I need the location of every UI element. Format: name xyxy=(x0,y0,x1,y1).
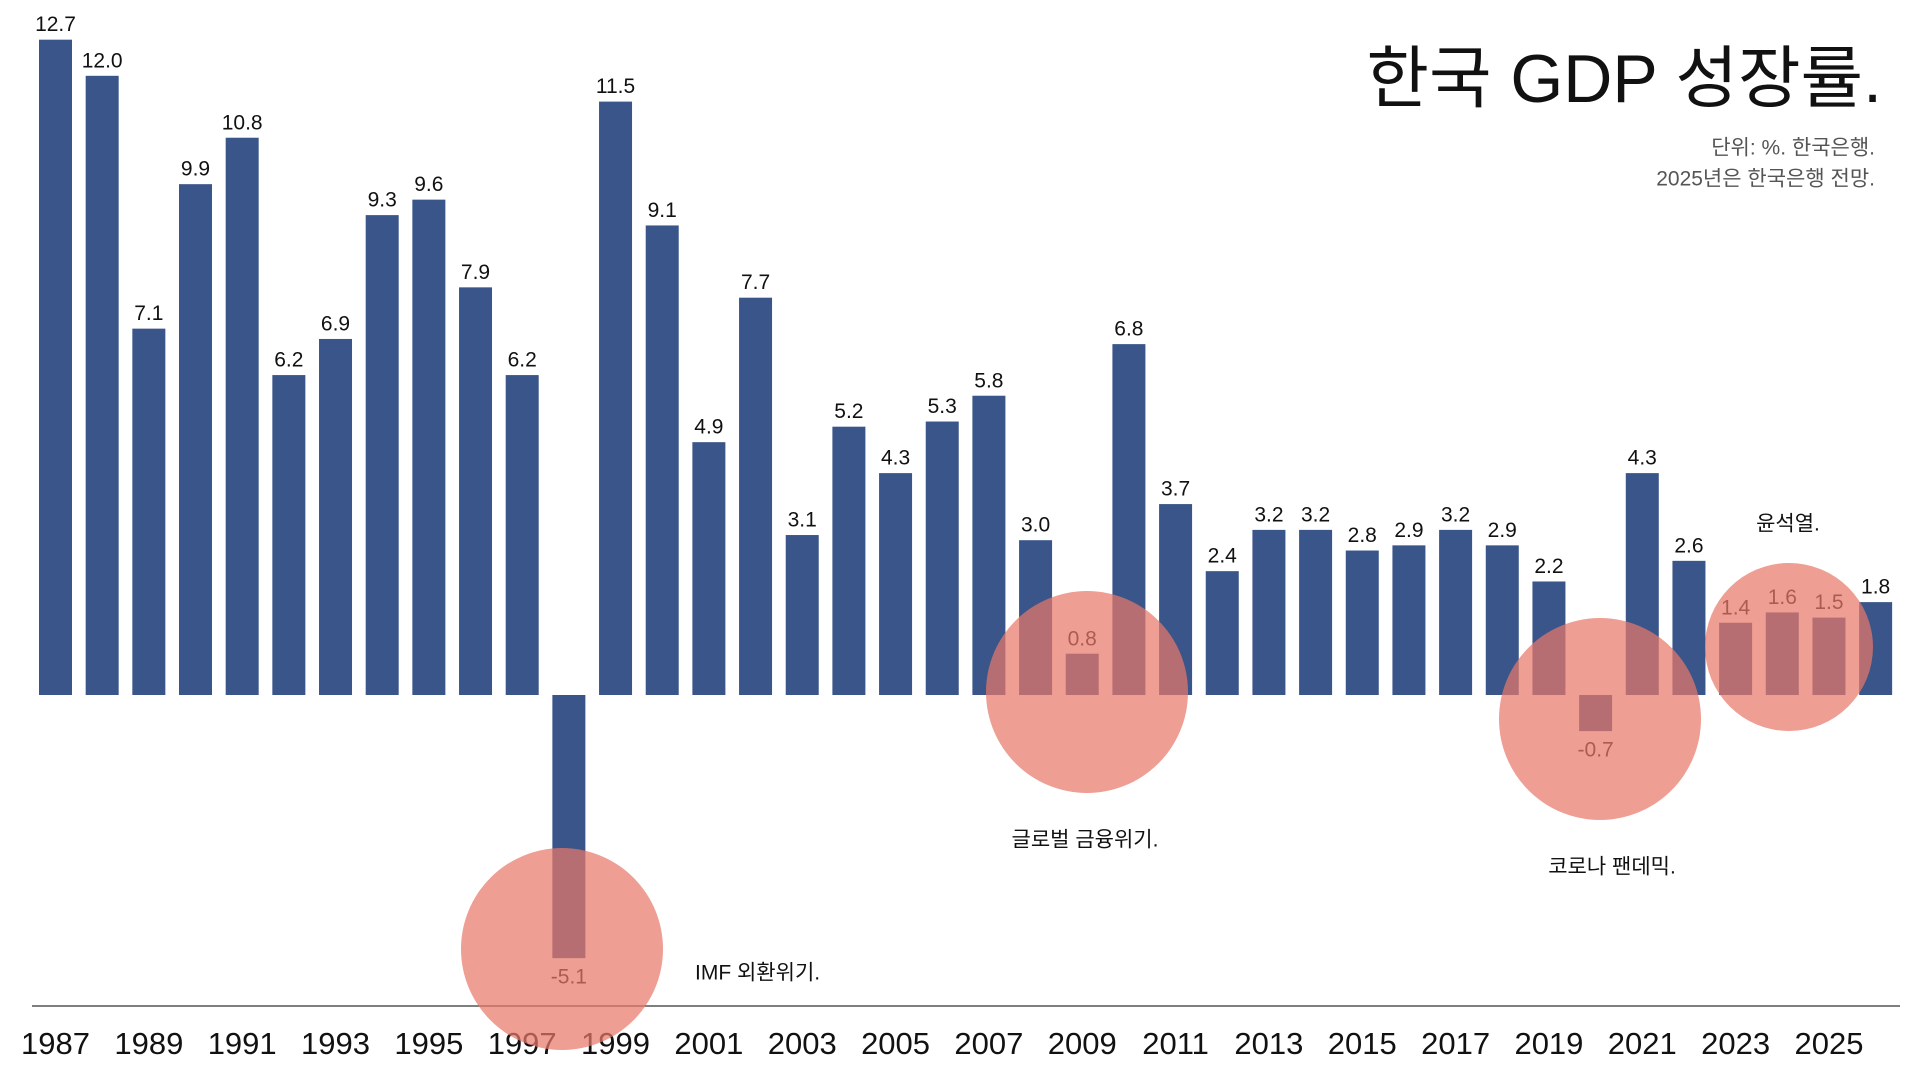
highlight-circle xyxy=(461,848,663,1050)
highlight-circle xyxy=(1499,618,1701,820)
bar xyxy=(599,101,633,696)
chart-title: 한국 GDP 성장률. xyxy=(1366,41,1882,117)
bar xyxy=(832,426,866,695)
annotation: IMF 외환위기. xyxy=(695,962,820,985)
bar xyxy=(225,137,259,696)
data-label: 3.7 xyxy=(1161,478,1190,501)
data-label: 2.6 xyxy=(1674,534,1703,557)
data-label: 3.2 xyxy=(1441,503,1470,526)
bar xyxy=(85,75,119,696)
bar xyxy=(925,421,959,695)
bar xyxy=(1252,529,1286,695)
x-tick-label: 2019 xyxy=(1514,1026,1583,1061)
x-tick-label: 2001 xyxy=(674,1026,743,1061)
data-label: 9.9 xyxy=(181,158,210,181)
x-tick-label: 1989 xyxy=(114,1026,183,1061)
bar xyxy=(692,442,726,695)
data-label: 4.3 xyxy=(881,447,910,470)
bar xyxy=(505,375,539,695)
data-label: 2.2 xyxy=(1534,555,1563,578)
annotation: 윤석열. xyxy=(1756,513,1820,536)
bar xyxy=(179,184,213,695)
bar xyxy=(365,215,399,695)
data-label: 9.6 xyxy=(414,173,443,196)
x-tick-label: 2005 xyxy=(861,1026,930,1061)
data-label: 5.2 xyxy=(834,400,863,423)
annotation: 코로나 팬데믹. xyxy=(1548,856,1676,879)
data-label: 3.2 xyxy=(1301,503,1330,526)
x-tick-label: 2007 xyxy=(954,1026,1023,1061)
bar xyxy=(39,39,72,696)
bar xyxy=(1392,545,1426,695)
bar xyxy=(1439,529,1473,695)
data-label: 2.8 xyxy=(1348,524,1377,547)
bar xyxy=(1205,571,1239,695)
x-tick-label: 2003 xyxy=(768,1026,837,1061)
bar xyxy=(459,287,493,695)
data-label: 7.9 xyxy=(461,261,490,284)
data-label: 4.3 xyxy=(1628,447,1657,470)
data-label: 12.0 xyxy=(82,49,123,72)
data-label: 5.8 xyxy=(974,369,1003,392)
bar xyxy=(645,225,679,695)
data-label: 6.2 xyxy=(274,349,303,372)
data-label: 2.9 xyxy=(1488,519,1517,542)
data-label: 1.8 xyxy=(1861,576,1890,599)
data-label: 2.9 xyxy=(1394,519,1423,542)
bar xyxy=(1345,550,1379,695)
x-tick-label: 2023 xyxy=(1701,1026,1770,1061)
x-tick-label: 2011 xyxy=(1142,1026,1209,1061)
x-tick-label: 2013 xyxy=(1234,1026,1303,1061)
x-tick-label: 1987 xyxy=(21,1026,90,1061)
x-tick-label: 1993 xyxy=(301,1026,370,1061)
x-tick-label: 1991 xyxy=(208,1026,277,1061)
data-label: 7.7 xyxy=(741,271,770,294)
highlight-circle xyxy=(1705,563,1873,731)
data-label: 2.4 xyxy=(1208,545,1238,568)
data-label: 7.1 xyxy=(134,302,163,325)
x-tick-label: 2015 xyxy=(1328,1026,1397,1061)
data-label: 9.3 xyxy=(368,189,397,212)
x-tick-label: 2017 xyxy=(1421,1026,1490,1061)
data-label: 9.1 xyxy=(648,199,677,222)
data-label: 11.5 xyxy=(596,75,635,98)
data-label: 10.8 xyxy=(222,111,263,134)
subtitle: 단위: %. 한국은행. xyxy=(1711,137,1875,160)
bar xyxy=(272,375,306,695)
x-tick-label: 1995 xyxy=(394,1026,463,1061)
data-label: 6.8 xyxy=(1114,318,1143,341)
x-tick-label: 2021 xyxy=(1608,1026,1677,1061)
data-label: 5.3 xyxy=(928,395,957,418)
highlight-circle xyxy=(986,591,1188,793)
bar xyxy=(412,199,446,695)
subtitle: 2025년은 한국은행 전망. xyxy=(1656,168,1875,191)
bar xyxy=(319,338,353,695)
data-label: 6.9 xyxy=(321,313,350,336)
data-label: 6.2 xyxy=(508,349,537,372)
bar xyxy=(785,535,819,695)
bar xyxy=(739,297,773,695)
bar xyxy=(1299,529,1333,695)
data-label: 3.1 xyxy=(788,509,817,532)
x-tick-label: 2025 xyxy=(1794,1026,1863,1061)
data-label: 3.0 xyxy=(1021,514,1050,537)
annotation: 글로벌 금융위기. xyxy=(1012,829,1159,852)
bar xyxy=(132,328,166,695)
data-label: 12.7 xyxy=(35,13,76,36)
bar xyxy=(879,473,913,695)
x-tick-label: 2009 xyxy=(1048,1026,1117,1061)
data-label: 3.2 xyxy=(1254,503,1283,526)
data-label: 4.9 xyxy=(694,416,723,439)
